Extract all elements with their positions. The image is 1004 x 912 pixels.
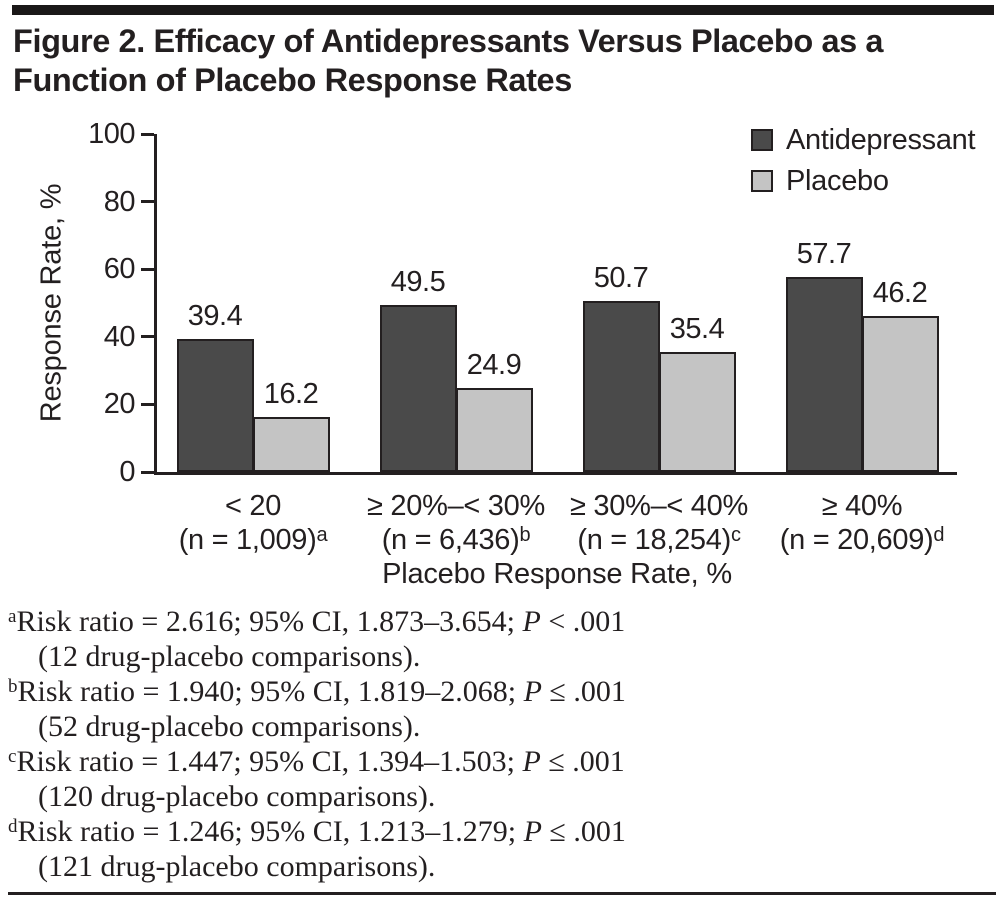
footnote-marker: c	[8, 746, 17, 767]
bar-placebo	[659, 352, 736, 472]
top-rule	[12, 5, 994, 15]
p-symbol: P	[522, 745, 541, 778]
bottom-rule	[8, 892, 996, 895]
y-tick	[141, 402, 154, 406]
legend-swatch-antidepressant	[751, 129, 773, 151]
figure-title-line-2: Function of Placebo Response Rates	[13, 62, 572, 98]
footnote-detail-line: (12 drug-placebo comparisons).	[38, 640, 421, 673]
footnote-detail-line: (120 drug-placebo comparisons).	[38, 780, 436, 813]
bar-chart: Response Rate, % 0 20 40 60 80 100 39.4 16.2 49.…	[0, 112, 1004, 606]
bar-value-label: 50.7	[593, 262, 649, 294]
footnote-marker-ref: d	[933, 524, 945, 546]
y-tick	[141, 200, 154, 204]
footnote-stat-line: cRisk ratio = 1.447; 95% CI, 1.394–1.503…	[8, 745, 625, 778]
bar-value-label: 16.2	[263, 378, 319, 410]
bar-placebo	[253, 417, 330, 472]
category-n-label: (n = 6,436)b	[381, 524, 531, 556]
footnote-marker: b	[8, 676, 18, 697]
bar-value-label: 35.4	[669, 313, 725, 345]
bar-value-label: 24.9	[466, 349, 522, 381]
y-tick-label: 100	[88, 118, 135, 150]
footnote: dRisk ratio = 1.246; 95% CI, 1.213–1.279…	[8, 814, 988, 884]
footnote-marker-ref: b	[519, 524, 531, 546]
category-range-label: ≥ 40%	[821, 490, 903, 522]
category-n-label: (n = 1,009)a	[178, 524, 328, 556]
p-symbol: P	[523, 675, 542, 708]
bar-value-label: 39.4	[187, 300, 243, 332]
p-symbol: P	[523, 815, 542, 848]
bar-antidepressant	[786, 277, 863, 472]
bar-value-label: 57.7	[796, 238, 852, 270]
bar-value-label: 49.5	[390, 266, 446, 298]
footnote-stat-line: aRisk ratio = 2.616; 95% CI, 1.873–3.654…	[8, 605, 626, 638]
footnote: aRisk ratio = 2.616; 95% CI, 1.873–3.654…	[8, 604, 988, 674]
footnotes: aRisk ratio = 2.616; 95% CI, 1.873–3.654…	[8, 604, 988, 884]
footnote-detail-line: (121 drug-placebo comparisons).	[38, 850, 436, 883]
bar-group: 57.7 46.2	[786, 134, 939, 472]
category-range-label: ≥ 20%–< 30%	[367, 490, 545, 522]
y-tick	[141, 335, 154, 339]
legend-item-antidepressant: Antidepressant	[751, 124, 976, 156]
footnote: bRisk ratio = 1.940; 95% CI, 1.819–2.068…	[8, 674, 988, 744]
bar-group: 39.4 16.2	[177, 134, 330, 472]
plot-area: 0 20 40 60 80 100 39.4 16.2 49.5 24.9 50.7 35.4 57.7…	[88, 119, 957, 487]
y-axis-title: Response Rate, %	[35, 183, 68, 423]
footnote-marker-ref: a	[316, 524, 328, 546]
bar-placebo	[456, 388, 533, 472]
figure-title-line-1: Figure 2. Efficacy of Antidepressants Ve…	[13, 23, 884, 59]
legend-item-placebo: Placebo	[751, 166, 975, 196]
category-label: < 20 (n = 1,009)a	[179, 489, 328, 557]
y-tick-label: 20	[103, 388, 136, 421]
bar-group: 49.5 24.9	[380, 134, 533, 472]
bar-antidepressant	[177, 339, 254, 472]
footnote-stat-line: bRisk ratio = 1.940; 95% CI, 1.819–2.068…	[8, 675, 626, 708]
y-tick	[141, 470, 154, 474]
y-tick-label: 80	[103, 185, 136, 218]
category-n-label: (n = 20,609)d	[779, 524, 945, 556]
footnote: cRisk ratio = 1.447; 95% CI, 1.394–1.503…	[8, 744, 988, 814]
y-tick-label: 60	[103, 253, 136, 286]
category-label: ≥ 20%–< 30% (n = 6,436)b	[367, 489, 545, 557]
legend: Antidepressant Placebo	[751, 124, 976, 207]
category-range-label: < 20	[224, 490, 282, 522]
footnote-marker: d	[8, 816, 18, 837]
y-tick-label: 40	[103, 320, 136, 353]
p-symbol: P	[522, 605, 541, 638]
bar-group: 50.7 35.4	[583, 134, 736, 472]
legend-label: Antidepressant	[786, 124, 976, 156]
footnote-marker: a	[8, 606, 17, 627]
y-tick	[141, 132, 154, 136]
y-tick-label: 0	[119, 456, 135, 488]
footnote-stat-line: dRisk ratio = 1.246; 95% CI, 1.213–1.279…	[8, 815, 626, 848]
bar-antidepressant	[380, 305, 457, 472]
legend-label: Placebo	[786, 165, 889, 197]
footnote-marker-ref: c	[730, 524, 741, 546]
y-tick	[141, 267, 154, 271]
footnote-detail-line: (52 drug-placebo comparisons).	[38, 710, 421, 743]
legend-swatch-placebo	[751, 170, 773, 192]
bar-placebo	[862, 316, 939, 472]
figure-title: Figure 2. Efficacy of Antidepressants Ve…	[13, 22, 983, 100]
category-range-label: ≥ 30%–< 40%	[570, 490, 748, 522]
category-n-label: (n = 18,254)c	[577, 524, 741, 556]
category-label: ≥ 40% (n = 20,609)d	[779, 489, 945, 557]
bar-value-label: 46.2	[872, 277, 928, 309]
category-label: ≥ 30%–< 40% (n = 18,254)c	[570, 489, 748, 557]
x-axis-title: Placebo Response Rate, %	[382, 558, 732, 590]
